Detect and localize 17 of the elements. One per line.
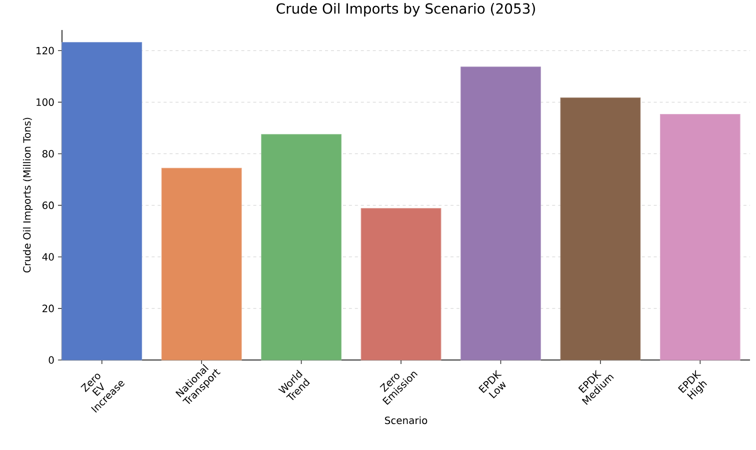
- bar: [660, 114, 740, 360]
- y-tick-label: 60: [42, 202, 54, 210]
- chart-title: Crude Oil Imports by Scenario (2053): [276, 3, 535, 17]
- x-axis-title: Scenario: [385, 416, 428, 424]
- y-tick-label: 100: [36, 98, 54, 106]
- y-tick-label: 0: [48, 356, 54, 364]
- bar: [261, 134, 342, 360]
- bar: [360, 208, 442, 360]
- bar: [161, 168, 242, 360]
- y-tick-label: 20: [42, 304, 54, 312]
- y-tick-label: 80: [42, 150, 54, 158]
- bar: [62, 42, 142, 360]
- y-tick-label: 120: [36, 46, 54, 54]
- y-tick-label: 40: [42, 253, 54, 261]
- bar: [560, 98, 641, 360]
- y-axis-title: Crude Oil Imports (Million Tons): [22, 118, 33, 272]
- bar: [460, 66, 541, 360]
